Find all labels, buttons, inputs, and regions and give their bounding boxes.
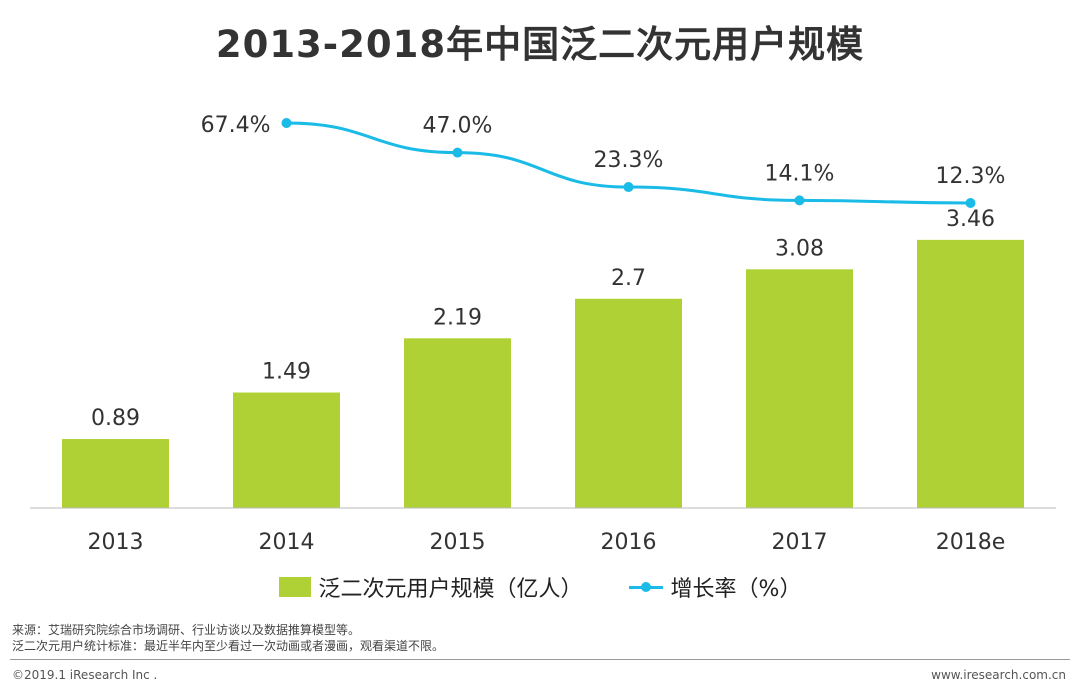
definition-note: 泛二次元用户统计标准：最近半年内至少看过一次动画或者漫画，观看渠道不限。	[12, 639, 445, 653]
bar-value-label: 3.46	[946, 207, 995, 232]
growth-point	[452, 147, 463, 158]
bar-2015	[404, 338, 511, 508]
bar-value-label: 0.89	[91, 406, 140, 431]
legend-label-bar: 泛二次元用户规模（亿人）	[318, 577, 583, 602]
legend-swatch-bar	[278, 577, 311, 597]
growth-label: 47.0%	[423, 114, 493, 139]
legend-label-line: 增长率（%）	[670, 577, 802, 602]
footer-divider	[10, 659, 1070, 660]
x-axis-tick-labels: 2013 2014 2015 2016 2017 2018e	[88, 530, 1006, 555]
growth-rate-labels: 67.4% 47.0% 23.3% 14.1% 12.3%	[201, 113, 1006, 189]
bar-2013	[62, 439, 169, 508]
x-tick-label: 2018e	[936, 530, 1006, 555]
legend-swatch-line	[628, 577, 663, 597]
growth-point	[281, 118, 292, 128]
growth-rate-points	[281, 118, 976, 208]
legend-item-line: 增长率（%）	[628, 571, 802, 603]
footer-website: www.iresearch.com.cn	[931, 668, 1066, 682]
bar-value-labels: 0.89 1.49 2.19 2.7 3.08 3.46	[91, 207, 995, 431]
bar-series	[62, 239, 1024, 508]
growth-label: 67.4%	[201, 113, 271, 138]
source-notes: 来源：艾瑞研究院综合市场调研、行业访谈以及数据推算模型等。 泛二次元用户统计标准…	[12, 622, 444, 654]
footer-copyright: ©2019.1 iResearch Inc .	[12, 668, 158, 682]
legend-item-bar: 泛二次元用户规模（亿人）	[278, 571, 583, 603]
source-note: 来源：艾瑞研究院综合市场调研、行业访谈以及数据推算模型等。	[12, 623, 361, 637]
bar-value-label: 2.19	[433, 305, 482, 330]
growth-point	[965, 198, 976, 208]
growth-label: 12.3%	[936, 164, 1006, 189]
bar-2018e	[917, 239, 1024, 508]
bar-2017	[746, 269, 853, 508]
x-tick-label: 2014	[259, 530, 315, 555]
bar-value-label: 2.7	[611, 266, 646, 291]
x-tick-label: 2015	[430, 530, 486, 555]
growth-point	[794, 195, 805, 206]
bar-2016	[575, 298, 682, 508]
bar-value-label: 1.49	[262, 360, 311, 385]
growth-label: 14.1%	[765, 161, 835, 186]
growth-label: 23.3%	[594, 148, 664, 173]
bar-value-label: 3.08	[775, 236, 824, 261]
x-tick-label: 2013	[88, 530, 144, 555]
growth-point	[623, 182, 634, 193]
bar-2014	[233, 392, 340, 508]
legend: 泛二次元用户规模（亿人） 增长率（%）	[0, 570, 1080, 604]
x-tick-label: 2017	[772, 530, 828, 555]
x-tick-label: 2016	[601, 530, 657, 555]
chart-title: 2013-2018年中国泛二次元用户规模	[215, 23, 865, 66]
